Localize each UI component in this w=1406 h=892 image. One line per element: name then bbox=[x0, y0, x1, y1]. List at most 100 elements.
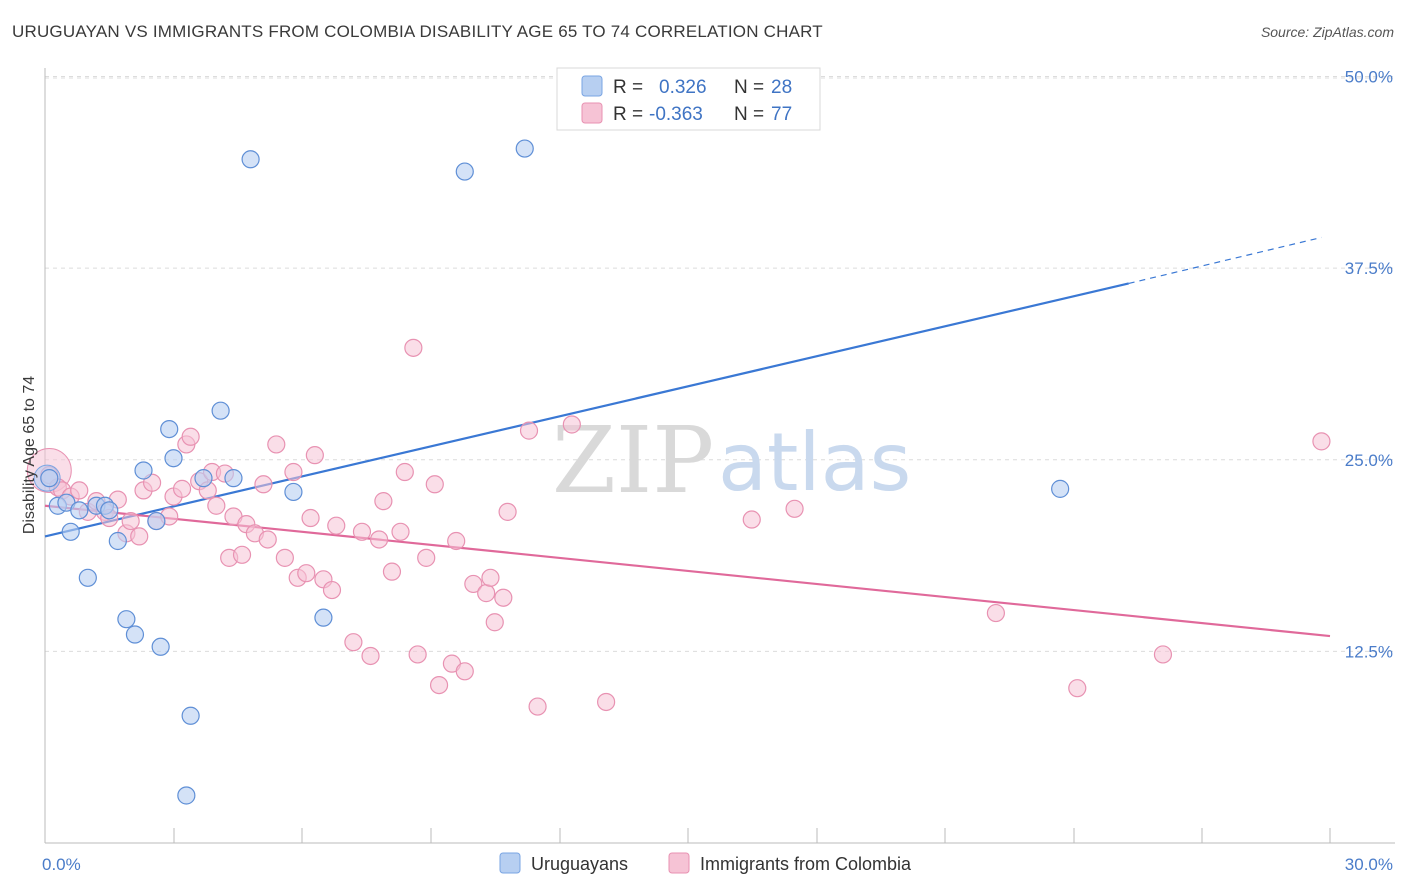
y-tick-label: 25.0% bbox=[1345, 451, 1393, 470]
point-uruguayans bbox=[241, 150, 260, 169]
bottom-legend-colombia: Immigrants from Colombia bbox=[700, 854, 912, 874]
point-colombia bbox=[181, 427, 200, 446]
point-colombia bbox=[275, 548, 294, 567]
point-uruguayans bbox=[164, 449, 183, 468]
legend-r-value-1: 0.326 bbox=[659, 77, 707, 98]
bottom-legend-swatch-colombia bbox=[668, 852, 690, 874]
point-colombia bbox=[254, 475, 273, 494]
point-uruguayans bbox=[108, 531, 127, 551]
point-colombia bbox=[429, 676, 449, 695]
bottom-legend-uruguayans: Uruguayans bbox=[531, 854, 628, 874]
point-colombia bbox=[370, 530, 389, 549]
point-colombia bbox=[498, 502, 517, 521]
point-colombia bbox=[1312, 432, 1331, 451]
point-colombia bbox=[258, 530, 277, 549]
point-colombia bbox=[361, 646, 380, 666]
point-colombia bbox=[327, 516, 346, 535]
point-colombia bbox=[425, 475, 444, 494]
point-uruguayans bbox=[181, 706, 200, 725]
point-colombia bbox=[562, 415, 581, 434]
data-points bbox=[26, 139, 1331, 805]
point-colombia bbox=[305, 446, 324, 465]
point-colombia bbox=[232, 545, 252, 564]
point-colombia bbox=[130, 527, 149, 546]
legend-r-label-2: R = bbox=[613, 104, 643, 125]
watermark-atlas: atlas bbox=[718, 416, 911, 509]
point-uruguayans bbox=[78, 568, 97, 587]
point-uruguayans bbox=[70, 501, 89, 520]
legend-n-label-2: N = bbox=[734, 104, 764, 125]
point-uruguayans bbox=[211, 401, 230, 420]
point-uruguayans bbox=[134, 461, 153, 480]
legend-r-value-2: -0.363 bbox=[649, 104, 703, 125]
point-uruguayans bbox=[177, 786, 196, 805]
point-colombia bbox=[477, 584, 496, 603]
point-colombia bbox=[172, 479, 192, 498]
source-label: Source: ZipAtlas.com bbox=[1260, 24, 1394, 40]
legend-swatch-uruguayans bbox=[581, 75, 603, 97]
point-colombia bbox=[70, 481, 89, 500]
point-colombia bbox=[344, 633, 363, 652]
point-colombia bbox=[391, 522, 410, 541]
point-uruguayans bbox=[117, 610, 136, 629]
legend-n-value-2: 77 bbox=[771, 104, 792, 125]
bottom-legend-swatch-uruguayans bbox=[499, 852, 521, 874]
point-colombia bbox=[494, 588, 513, 607]
point-uruguayans bbox=[314, 608, 333, 627]
point-colombia bbox=[404, 338, 423, 357]
point-uruguayans bbox=[40, 469, 59, 488]
point-uruguayans bbox=[1051, 479, 1070, 498]
legend-n-value-1: 28 bbox=[771, 77, 792, 98]
point-colombia bbox=[121, 511, 140, 531]
x-tick-label-min: 0.0% bbox=[42, 855, 81, 874]
y-axis-label: Disability Age 65 to 74 bbox=[21, 376, 38, 534]
point-uruguayans bbox=[160, 419, 179, 439]
point-colombia bbox=[374, 492, 393, 511]
point-colombia bbox=[986, 603, 1006, 623]
point-uruguayans bbox=[151, 637, 170, 656]
point-uruguayans bbox=[194, 469, 213, 488]
point-colombia bbox=[597, 692, 616, 712]
point-uruguayans bbox=[100, 501, 119, 520]
point-colombia bbox=[301, 508, 320, 528]
point-colombia bbox=[742, 510, 761, 529]
point-colombia bbox=[1153, 645, 1173, 664]
point-colombia bbox=[284, 462, 303, 482]
trend-line-uruguayans-extension bbox=[1128, 236, 1322, 285]
point-colombia bbox=[417, 548, 436, 567]
point-colombia bbox=[455, 662, 474, 681]
legend: R = 0.326 N = 28 R = -0.363 N = 77 bbox=[556, 67, 821, 131]
point-colombia bbox=[481, 568, 500, 587]
point-uruguayans bbox=[455, 162, 474, 181]
point-uruguayans bbox=[147, 511, 166, 531]
y-tick-label: 12.5% bbox=[1345, 642, 1393, 661]
point-colombia bbox=[485, 613, 504, 632]
tick-labels: 12.5% 25.0% 37.5% 50.0% 0.0% 30.0% bbox=[42, 68, 1393, 875]
point-colombia bbox=[352, 522, 372, 541]
point-colombia bbox=[408, 645, 427, 664]
point-colombia bbox=[528, 697, 547, 716]
point-colombia bbox=[142, 473, 162, 492]
point-colombia bbox=[322, 580, 342, 600]
y-tick-label: 50.0% bbox=[1345, 68, 1393, 87]
point-uruguayans bbox=[515, 139, 534, 158]
point-colombia bbox=[267, 435, 286, 454]
x-tick-label-max: 30.0% bbox=[1345, 855, 1393, 874]
point-uruguayans bbox=[61, 522, 80, 541]
point-colombia bbox=[395, 462, 414, 482]
point-colombia bbox=[207, 496, 226, 515]
bottom-legend: Uruguayans Immigrants from Colombia bbox=[499, 852, 912, 874]
point-colombia bbox=[785, 499, 804, 518]
point-uruguayans bbox=[125, 625, 145, 644]
point-colombia bbox=[297, 564, 316, 583]
point-colombia bbox=[464, 574, 483, 594]
legend-r-label-1: R = bbox=[613, 77, 643, 98]
point-colombia bbox=[382, 562, 402, 581]
point-uruguayans bbox=[284, 482, 303, 502]
point-colombia bbox=[1068, 679, 1087, 698]
y-tick-label: 37.5% bbox=[1345, 259, 1393, 278]
point-colombia bbox=[447, 531, 466, 551]
legend-n-label-1: N = bbox=[734, 77, 764, 98]
chart-title: URUGUAYAN VS IMMIGRANTS FROM COLOMBIA DI… bbox=[12, 22, 823, 41]
